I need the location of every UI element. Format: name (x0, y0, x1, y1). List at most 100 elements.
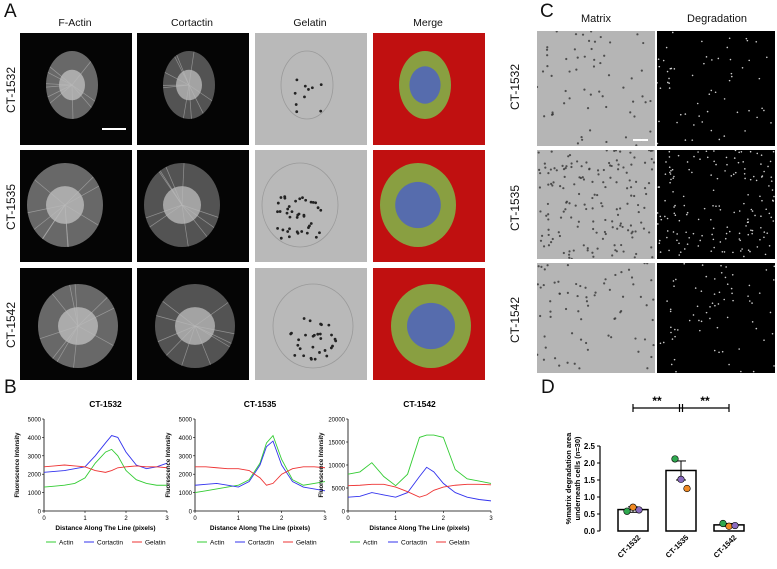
legend-item-gelatin: Gelatin (132, 540, 166, 547)
y-tick-label: 0.5 (584, 510, 596, 519)
bar-ct-1532: CT-1532 (616, 503, 649, 560)
col-header-matrix: Matrix (581, 13, 611, 25)
data-point (671, 455, 679, 463)
x-tick-label: 0 (346, 516, 350, 522)
x-tick-label: 1 (237, 516, 241, 522)
bar-ct-1542: CT-1542 (712, 519, 745, 560)
x-tick-label: 2 (124, 516, 128, 522)
col-header-gelatin: Gelatin (293, 17, 327, 29)
y-axis-label: Fluorescence Intensity (166, 432, 172, 498)
x-tick-label: CT-1532 (616, 533, 643, 560)
y-axis-label: %matrix degradation areaunderneath cells… (564, 432, 582, 525)
x-axis-label: Distance Along The Line (pixels) (55, 525, 155, 532)
y-tick-label: 5000 (332, 487, 346, 493)
legend-item-actin: Actin (46, 540, 74, 547)
micrograph-factin-1532 (20, 33, 132, 145)
y-tick-label: 1000 (179, 491, 193, 497)
row-label-c-1535: CT-1535 (508, 184, 522, 232)
micrograph-gelatin-1532 (255, 33, 367, 145)
line-chart-1: CT-1535 0 1000 2000 3000 4000 5000 0 1 2 3 Distance… (166, 399, 327, 547)
legend-item-cortactin: Cortactin (235, 540, 274, 547)
micrograph-merge-1542 (373, 268, 485, 380)
x-tick-label: CT-1542 (712, 533, 739, 560)
y-tick-label: 0 (342, 510, 346, 516)
data-point (719, 519, 727, 528)
chart-title: CT-1532 (89, 399, 122, 409)
data-point (731, 521, 739, 530)
micrograph-factin-1542 (20, 268, 132, 380)
legend-item-cortactin: Cortactin (84, 540, 123, 547)
legend-item-actin: Actin (350, 540, 378, 547)
row-label-a-1535: CT-1535 (4, 183, 18, 231)
micrograph-gelatin-1542 (255, 268, 367, 380)
matrix-image-1535 (537, 150, 655, 259)
x-tick-label: 1 (83, 516, 87, 522)
significance-label: ** (652, 394, 662, 408)
x-tick-label: 2 (280, 516, 284, 522)
row-label-c-1542: CT-1542 (508, 296, 522, 344)
micrograph-cortactin-1535 (137, 150, 249, 262)
micrograph-merge-1535 (373, 150, 485, 262)
col-header-degradation: Degradation (687, 13, 747, 25)
y-axis-label: Fluorescence Intensity (15, 432, 21, 498)
y-tick-label: 2.5 (584, 442, 596, 451)
svg-text:Gelatin: Gelatin (145, 540, 166, 547)
y-tick-label: 3000 (28, 454, 42, 460)
col-header-factin: F-Actin (58, 17, 92, 29)
data-point (683, 484, 691, 493)
scale-bar-c (633, 139, 648, 141)
y-tick-label: 15000 (328, 441, 345, 447)
row-label-a-1542: CT-1542 (4, 301, 18, 349)
y-tick-label: 0 (38, 510, 42, 516)
y-tick-label: 2000 (179, 473, 193, 479)
x-tick-label: 0 (42, 516, 46, 522)
col-header-merge: Merge (413, 17, 443, 29)
x-axis-label: Distance Along The Line (pixels) (369, 525, 469, 532)
x-axis-label: Distance Along The Line (pixels) (210, 525, 310, 532)
panel-letter-c: C (540, 1, 554, 22)
series-line-gelatin (195, 466, 326, 486)
svg-text:Cortactin: Cortactin (401, 540, 427, 547)
matrix-image-1542 (537, 263, 655, 373)
row-label-a-1532: CT-1532 (4, 66, 18, 114)
panel-d-bar-chart: 0.0 0.5 1.0 1.5 2.0 2.5%matrix degradation ar… (564, 394, 745, 560)
significance-brackets: ** ** (632, 394, 730, 412)
y-tick-label: 1.5 (584, 476, 596, 485)
y-tick-label: 4000 (179, 436, 193, 442)
x-tick-label: CT-1535 (664, 533, 691, 560)
panel-letter-a: A (4, 1, 17, 22)
x-tick-label: 3 (165, 516, 169, 522)
data-point (623, 507, 631, 515)
chart-title: CT-1542 (403, 399, 436, 409)
svg-text:Actin: Actin (210, 540, 225, 547)
x-tick-label: 0 (193, 516, 197, 522)
degradation-image-1532 (657, 31, 775, 146)
series-line-cortactin (347, 466, 492, 502)
legend-item-gelatin: Gelatin (283, 540, 317, 547)
legend-item-actin: Actin (197, 540, 225, 547)
chart-title: CT-1535 (244, 399, 277, 409)
x-tick-label: 3 (323, 516, 327, 522)
data-point (725, 522, 733, 530)
svg-text:Cortactin: Cortactin (97, 540, 123, 547)
series-line-cortactin (43, 435, 168, 473)
line-chart-2: CT-1542 0 5000 10000 15000 20000 0 1 2 3 Distance … (319, 399, 493, 547)
micrograph-cortactin-1532 (137, 33, 249, 145)
row-label-c-1532: CT-1532 (508, 63, 522, 111)
svg-text:Actin: Actin (59, 540, 74, 547)
legend-item-gelatin: Gelatin (436, 540, 470, 547)
micrograph-gelatin-1535 (255, 150, 367, 262)
bar-ct-1535: CT-1535 (664, 455, 697, 560)
significance-label: ** (700, 394, 710, 408)
panel-letter-d: D (541, 377, 555, 398)
x-tick-label: 2 (442, 516, 446, 522)
matrix-image-1532 (537, 31, 655, 146)
svg-text:Gelatin: Gelatin (296, 540, 317, 547)
micrograph-merge-1532 (373, 33, 485, 145)
x-tick-label: 3 (489, 516, 493, 522)
x-tick-label: 1 (394, 516, 398, 522)
y-tick-label: 5000 (179, 418, 193, 424)
series-line-actin (194, 434, 326, 494)
y-tick-label: 5000 (28, 418, 42, 424)
